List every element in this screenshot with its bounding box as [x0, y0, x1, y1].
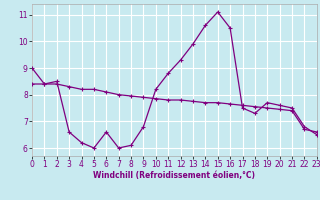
X-axis label: Windchill (Refroidissement éolien,°C): Windchill (Refroidissement éolien,°C): [93, 171, 255, 180]
